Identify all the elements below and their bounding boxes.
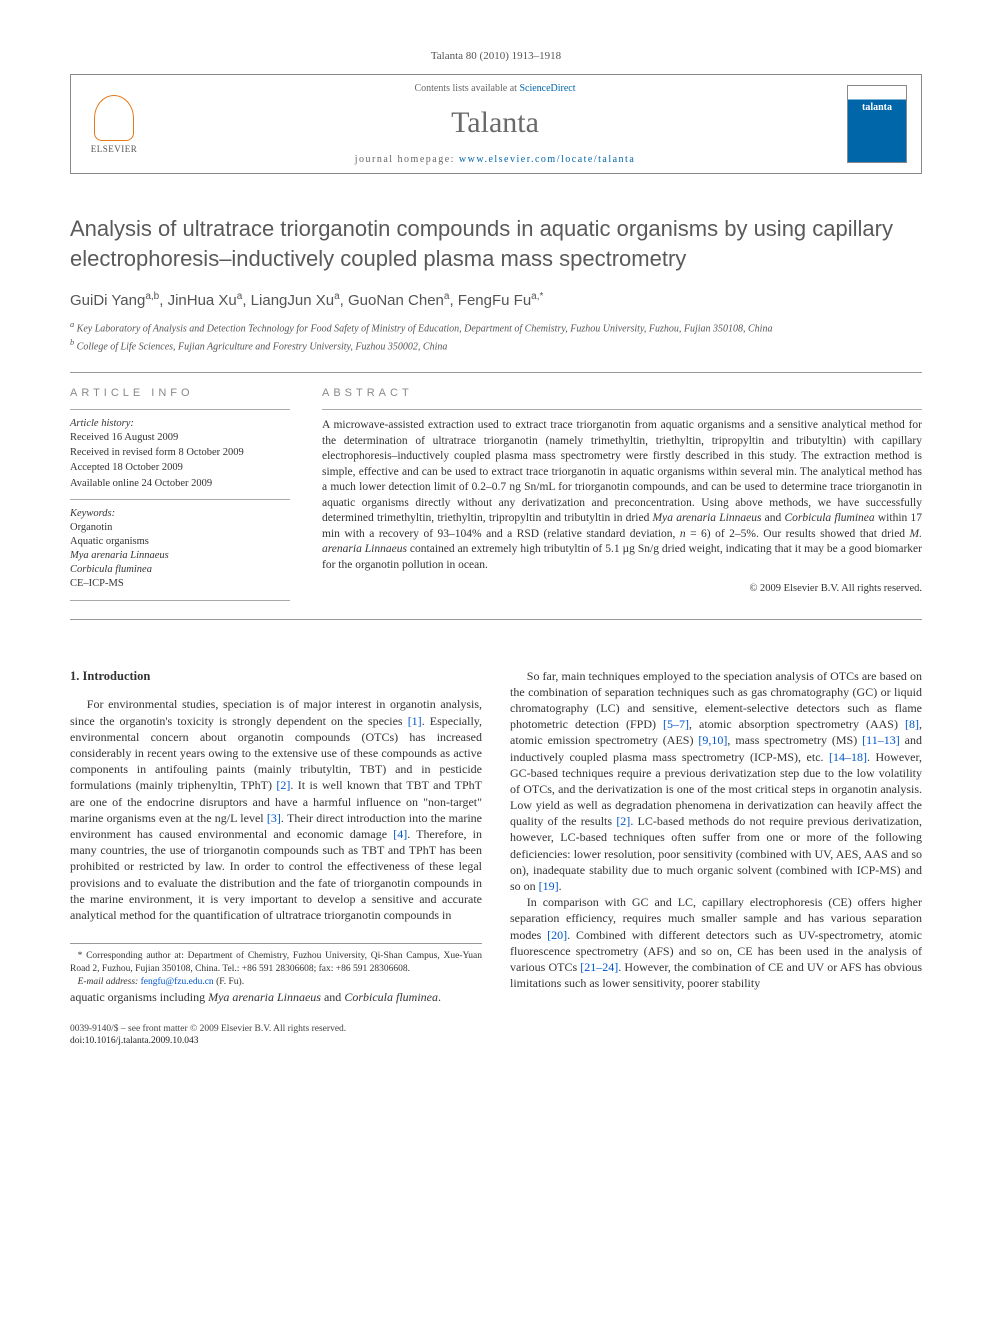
abstract-heading: ABSTRACT xyxy=(322,387,922,399)
email-line: E-mail address: fengfu@fzu.edu.cn (F. Fu… xyxy=(70,976,482,989)
email-suffix: (F. Fu). xyxy=(216,977,244,987)
history-accepted: Accepted 18 October 2009 xyxy=(70,461,290,475)
homepage-link[interactable]: www.elsevier.com/locate/talanta xyxy=(459,154,635,165)
abstract-text: A microwave-assisted extraction used to … xyxy=(322,418,922,573)
history-online: Available online 24 October 2009 xyxy=(70,477,290,491)
divider-top xyxy=(70,372,922,373)
history-received: Received 16 August 2009 xyxy=(70,431,290,445)
contents-available-line: Contents lists available at ScienceDirec… xyxy=(143,83,847,94)
affiliation-a: a Key Laboratory of Analysis and Detecti… xyxy=(70,319,922,336)
intro-paragraph-3: In comparison with GC and LC, capillary … xyxy=(510,894,922,991)
authors-line: GuiDi Yanga,b, JinHua Xua, LiangJun Xua,… xyxy=(70,291,922,309)
body-text-columns: 1. Introduction For environmental studie… xyxy=(70,668,922,1005)
divider-below-abstract xyxy=(70,619,922,620)
homepage-prefix: journal homepage: xyxy=(355,154,459,165)
page-footer: 0039-9140/$ – see front matter © 2009 El… xyxy=(70,1023,922,1048)
history-heading: Article history: xyxy=(70,418,290,429)
footnote-block: * Corresponding author at: Department of… xyxy=(70,943,482,988)
keyword-item: Mya arenaria Linnaeus xyxy=(70,549,290,563)
abstract-copyright: © 2009 Elsevier B.V. All rights reserved… xyxy=(322,583,922,594)
article-info-column: ARTICLE INFO Article history: Received 1… xyxy=(70,387,290,609)
keyword-item: CE–ICP-MS xyxy=(70,577,290,591)
journal-homepage-line: journal homepage: www.elsevier.com/locat… xyxy=(143,154,847,165)
keyword-item: Aquatic organisms xyxy=(70,535,290,549)
article-info-heading: ARTICLE INFO xyxy=(70,387,290,399)
affiliations: a Key Laboratory of Analysis and Detecti… xyxy=(70,319,922,354)
keyword-item: Corbicula fluminea xyxy=(70,563,290,577)
email-link[interactable]: fengfu@fzu.edu.cn xyxy=(141,977,214,987)
keywords-heading: Keywords: xyxy=(70,508,290,519)
journal-citation: Talanta 80 (2010) 1913–1918 xyxy=(70,50,922,62)
corresponding-author-note: * Corresponding author at: Department of… xyxy=(70,950,482,976)
intro-heading: 1. Introduction xyxy=(70,668,482,685)
article-title: Analysis of ultratrace triorganotin comp… xyxy=(70,214,922,273)
intro-paragraph-2: So far, main techniques employed to the … xyxy=(510,668,922,895)
intro-paragraph-1: For environmental studies, speciation is… xyxy=(70,696,482,923)
elsevier-tree-icon xyxy=(94,95,134,141)
contents-prefix: Contents lists available at xyxy=(414,83,519,94)
intro-paragraph-1b: aquatic organisms including Mya arenaria… xyxy=(70,989,482,1005)
history-revised: Received in revised form 8 October 2009 xyxy=(70,446,290,460)
front-matter-line: 0039-9140/$ – see front matter © 2009 El… xyxy=(70,1023,922,1035)
sciencedirect-link[interactable]: ScienceDirect xyxy=(519,83,575,94)
journal-cover-thumbnail: talanta xyxy=(847,85,907,163)
affiliation-b: b College of Life Sciences, Fujian Agric… xyxy=(70,337,922,354)
journal-cover-text: talanta xyxy=(862,102,892,113)
abstract-column: ABSTRACT A microwave-assisted extraction… xyxy=(322,387,922,609)
doi-line: doi:10.1016/j.talanta.2009.10.043 xyxy=(70,1035,922,1047)
email-label: E-mail address: xyxy=(78,977,139,987)
keyword-item: Organotin xyxy=(70,521,290,535)
journal-header-box: ELSEVIER Contents lists available at Sci… xyxy=(70,74,922,174)
journal-title: Talanta xyxy=(143,106,847,140)
elsevier-logo: ELSEVIER xyxy=(85,89,143,159)
keywords-list: OrganotinAquatic organismsMya arenaria L… xyxy=(70,521,290,592)
elsevier-label: ELSEVIER xyxy=(91,144,138,154)
